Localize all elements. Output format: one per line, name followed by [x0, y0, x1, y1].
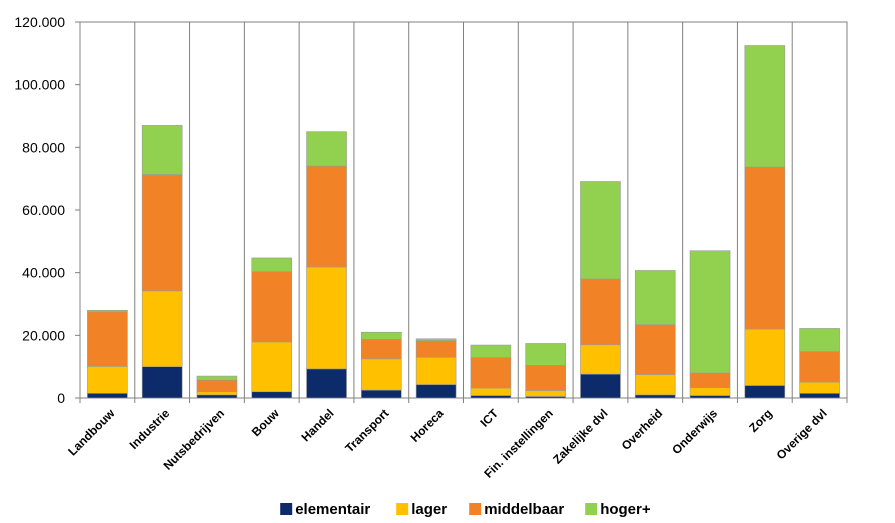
x-tick-label: Handel — [298, 406, 336, 444]
bar-segment-middelbaar — [415, 340, 457, 358]
legend-swatch — [585, 503, 598, 515]
bar-segment-lager — [196, 391, 238, 396]
bar-segment-middelbaar — [689, 372, 731, 388]
bar-segment-hoger — [251, 257, 293, 273]
y-tick-label: 20.000 — [22, 327, 65, 343]
y-tick-label: 120.000 — [14, 14, 65, 30]
x-tick-label: Onderwijs — [669, 406, 720, 457]
bar-segment-middelbaar — [196, 379, 238, 393]
x-tick-label: Zakelijke dvl — [550, 406, 610, 466]
bar-segment-lager — [744, 328, 786, 386]
bar-segment-middelbaar — [634, 324, 676, 375]
y-tick-label: 0 — [57, 390, 65, 406]
bar-segment-middelbaar — [306, 165, 347, 268]
bar-segment-hoger — [799, 328, 840, 352]
x-tick-label: Landbouw — [65, 406, 118, 459]
bar-segment-elementair — [689, 395, 731, 399]
bar-segment-lager — [525, 390, 566, 397]
bar-segment-elementair — [251, 391, 293, 399]
bar-segment-middelbaar — [799, 351, 840, 383]
x-tick-label: ICT — [477, 406, 501, 430]
legend-swatch — [280, 503, 293, 515]
bar-segment-hoger — [87, 309, 128, 313]
bar-segment-hoger — [634, 270, 676, 325]
legend-label: lager — [411, 501, 447, 518]
bar-segment-lager — [141, 290, 183, 367]
legend-swatch — [396, 503, 409, 515]
x-tick-label: Bouw — [249, 406, 282, 439]
bar-segment-middelbaar — [141, 174, 183, 292]
bar-segment-hoger — [525, 343, 566, 366]
x-tick-label: Transport — [342, 406, 391, 455]
bar-segment-hoger — [361, 331, 402, 340]
bar-segment-hoger — [744, 45, 786, 168]
bar-segment-elementair — [744, 385, 786, 399]
bar-segment-middelbaar — [87, 311, 128, 367]
bar-segment-lager — [87, 366, 128, 394]
bar-segment-lager — [799, 381, 840, 394]
bar-segment-elementair — [470, 395, 512, 399]
bar-segment-middelbaar — [525, 365, 566, 391]
bar-segment-hoger — [470, 344, 512, 358]
bar-segment-elementair — [580, 373, 621, 399]
legend-label: elementair — [295, 501, 370, 518]
x-tick-label: Zorg — [746, 406, 775, 435]
y-tick-label: 80.000 — [22, 139, 65, 155]
category-separators — [79, 22, 848, 403]
x-tick-label: Industrie — [127, 406, 173, 452]
y-tick-label: 100.000 — [14, 77, 65, 93]
bar-segment-elementair — [141, 366, 183, 399]
bar-segment-lager — [361, 358, 402, 391]
bar-segment-elementair — [799, 392, 840, 399]
bar-segment-middelbaar — [251, 271, 293, 343]
bar-segment-lager — [415, 356, 457, 385]
bar-segment-elementair — [306, 368, 347, 399]
legend-swatch — [469, 503, 482, 515]
bar-segment-hoger — [306, 131, 347, 167]
legend-label: middelbaar — [484, 501, 564, 518]
y-tick-label: 40.000 — [22, 265, 65, 281]
bar-segment-lager — [251, 341, 293, 393]
y-tick-label: 60.000 — [22, 202, 65, 218]
bar-segment-elementair — [361, 389, 402, 399]
bar-segment-elementair — [634, 394, 676, 399]
legend-label: hoger+ — [600, 501, 651, 518]
x-tick-label: Horeca — [408, 406, 447, 445]
legend: elementair lager middelbaar hoger+ — [280, 501, 651, 518]
bars — [87, 45, 840, 399]
bar-segment-hoger — [196, 375, 238, 381]
y-axis-ticks: 0 20.000 40.000 60.000 80.000 100.000 120.000 — [14, 14, 80, 406]
bar-segment-hoger — [689, 250, 731, 374]
x-tick-label: Overige dvl — [774, 406, 830, 462]
bar-segment-lager — [470, 387, 512, 396]
bar-segment-middelbaar — [470, 357, 512, 389]
bar-segment-elementair — [415, 384, 457, 399]
bar-segment-hoger — [580, 181, 621, 280]
bar-segment-elementair — [196, 394, 238, 399]
bar-segment-lager — [580, 344, 621, 375]
x-tick-label: Overheid — [619, 406, 666, 453]
bar-segment-lager — [689, 387, 731, 396]
bar-segment-hoger — [415, 338, 457, 341]
bar-segment-lager — [634, 374, 676, 396]
bar-segment-lager — [306, 266, 347, 370]
bar-segment-hoger — [141, 125, 183, 175]
bar-segment-middelbaar — [580, 278, 621, 346]
bar-segment-middelbaar — [361, 339, 402, 360]
bar-segment-middelbaar — [744, 166, 786, 330]
bar-segment-elementair — [87, 392, 128, 399]
